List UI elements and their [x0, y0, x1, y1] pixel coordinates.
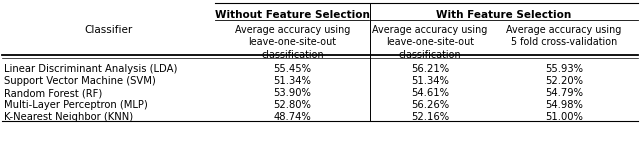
Text: 52.80%: 52.80% [273, 100, 312, 110]
Text: K-Nearest Neighbor (KNN): K-Nearest Neighbor (KNN) [4, 112, 133, 122]
Text: 48.74%: 48.74% [274, 112, 312, 122]
Text: Support Vector Machine (SVM): Support Vector Machine (SVM) [4, 76, 156, 86]
Text: Random Forest (RF): Random Forest (RF) [4, 88, 102, 98]
Text: Average accuracy using
5 fold cross-validation: Average accuracy using 5 fold cross-vali… [506, 25, 621, 47]
Text: 52.16%: 52.16% [411, 112, 449, 122]
Text: Multi-Layer Perceptron (MLP): Multi-Layer Perceptron (MLP) [4, 100, 148, 110]
Text: 52.20%: 52.20% [545, 76, 583, 86]
Text: 53.90%: 53.90% [273, 88, 312, 98]
Text: Classifier: Classifier [84, 25, 132, 35]
Text: 51.34%: 51.34% [411, 76, 449, 86]
Text: 54.98%: 54.98% [545, 100, 583, 110]
Text: 55.45%: 55.45% [273, 64, 312, 74]
Text: 56.26%: 56.26% [411, 100, 449, 110]
Text: 55.93%: 55.93% [545, 64, 583, 74]
Text: 51.00%: 51.00% [545, 112, 583, 122]
Text: 54.79%: 54.79% [545, 88, 583, 98]
Text: 54.61%: 54.61% [411, 88, 449, 98]
Text: Average accuracy using
leave-one-site-out
classification: Average accuracy using leave-one-site-ou… [235, 25, 350, 60]
Text: Linear Discriminant Analysis (LDA): Linear Discriminant Analysis (LDA) [4, 64, 177, 74]
Text: Without Feature Selection: Without Feature Selection [215, 10, 370, 20]
Text: 56.21%: 56.21% [411, 64, 449, 74]
Text: Average accuracy using
leave-one-site-out
classification: Average accuracy using leave-one-site-ou… [372, 25, 488, 60]
Text: With Feature Selection: With Feature Selection [436, 10, 572, 20]
Text: 51.34%: 51.34% [273, 76, 312, 86]
